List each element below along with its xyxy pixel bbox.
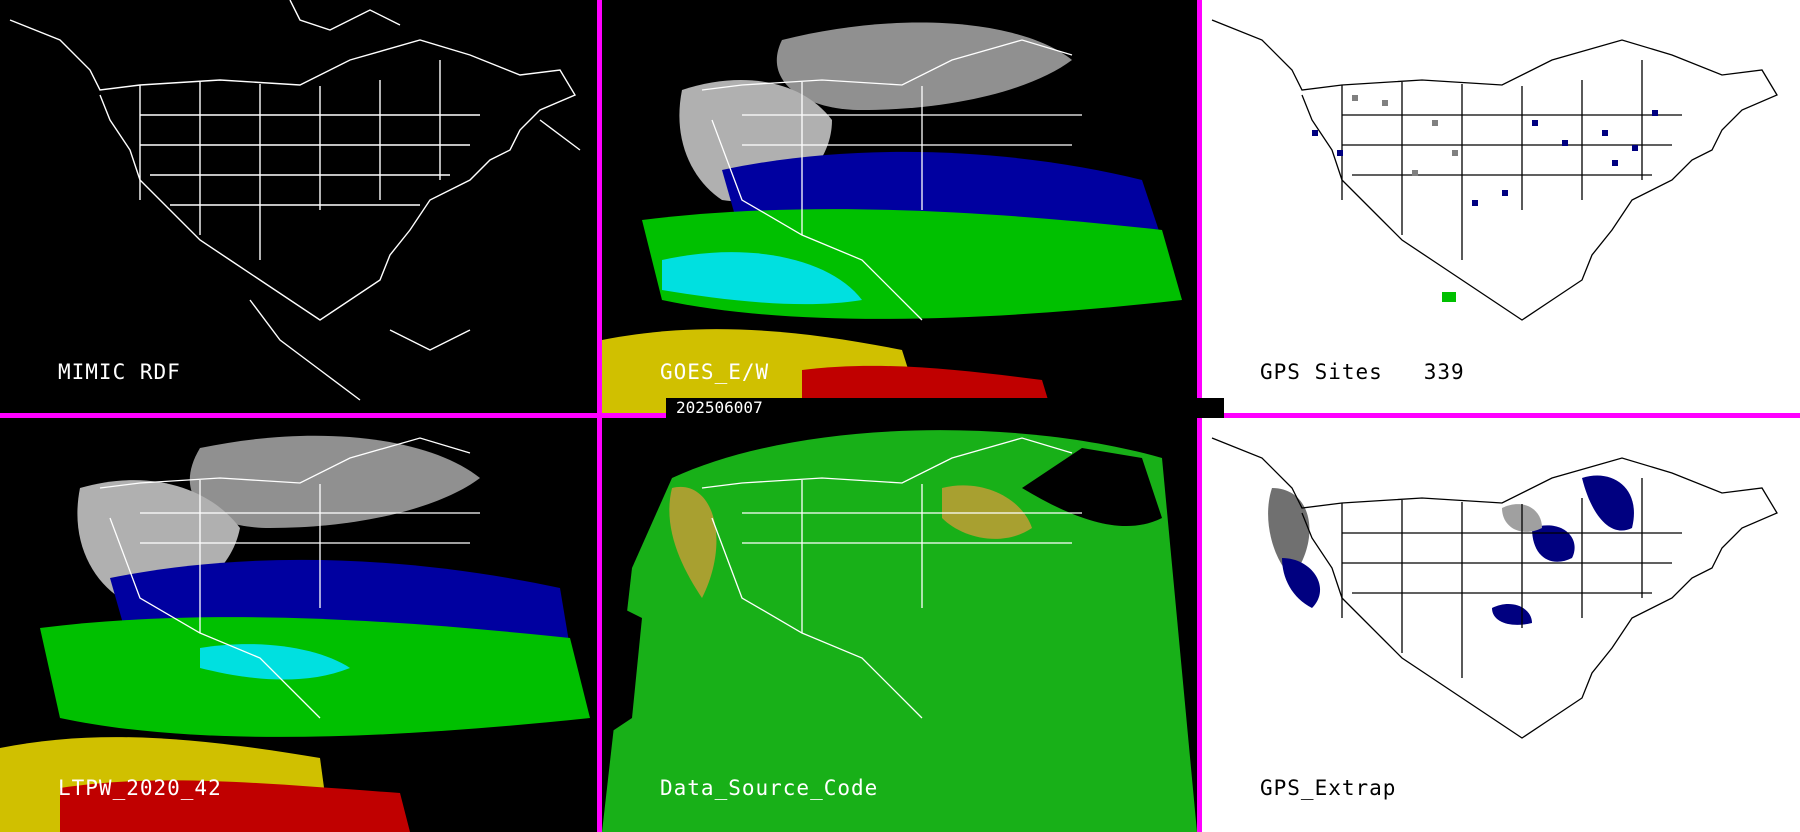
water-vapor-ltpw [0,435,590,832]
panel-label: GPS Sites 339 [1260,360,1465,384]
panel-label: GPS_Extrap [1260,776,1397,800]
panel-mimic-rdf: MIMIC RDF [0,0,597,413]
panel-ltpw: LTPW_2020_42 [0,418,597,832]
water-vapor-goes [602,22,1182,413]
panel-label: MIMIC RDF [58,360,181,384]
panel-label: LTPW_2020_42 [58,776,222,800]
gps-site-map [1211,19,1778,321]
gps-extrap-map [1211,437,1778,739]
timestamp-label: 202506007 [666,398,1224,418]
basemap-mimic-rdf [9,0,581,401]
panel-goes-ew: GOES_E/W [602,0,1197,413]
panel-gps-sites: GPS Sites 339 [1202,0,1800,413]
data-source-map [602,430,1197,832]
panel-label: GOES_E/W [660,360,770,384]
panel-gps-extrap: GPS_Extrap [1202,418,1800,832]
panel-label: Data_Source_Code [660,776,879,800]
panel-data-source-code: Data_Source_Code [602,418,1197,832]
